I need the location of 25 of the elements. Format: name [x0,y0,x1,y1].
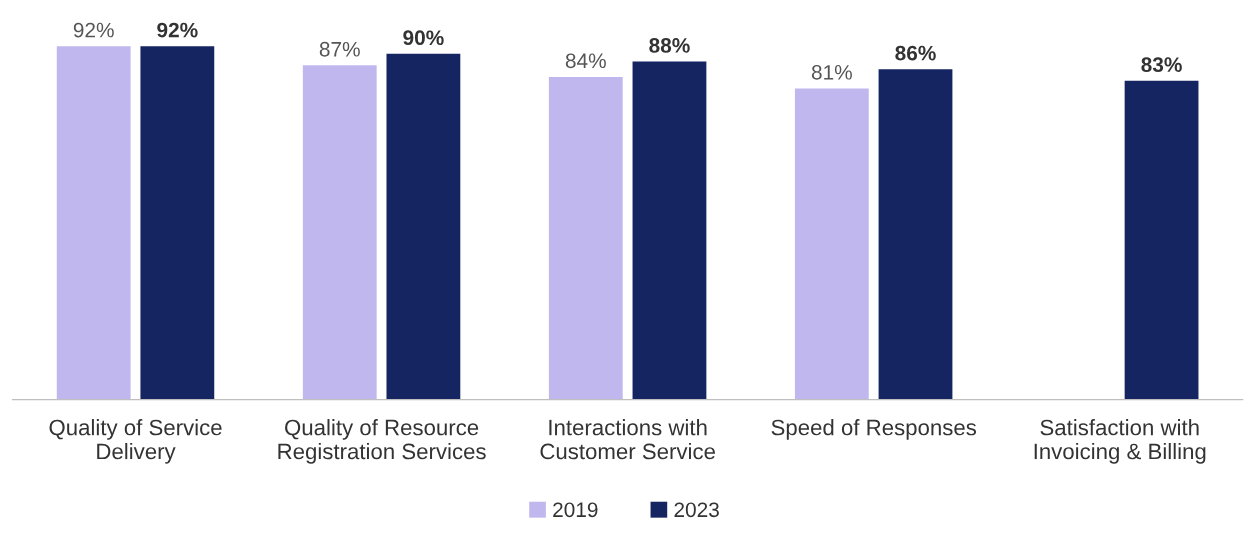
bar [632,61,707,400]
x-tick-label: Quality of Service Delivery [49,419,222,464]
x-tick-label: Satisfaction with Invoicing & Billing [1034,419,1206,464]
data-label: 90% [403,30,444,46]
data-label: 84% [565,53,606,69]
data-label: 92% [73,22,114,38]
bar [386,53,461,400]
data-label: 83% [1141,57,1182,73]
bar [1124,80,1199,400]
legend-label: 2023 [674,502,719,518]
bar [56,46,131,400]
x-tick-label: Speed of Responses [771,419,977,440]
x-tick-label: Quality of Resource Registration Services [278,419,486,464]
data-label: 88% [649,38,690,53]
bar [140,46,215,400]
data-label: 92% [157,22,198,38]
bar [548,76,623,400]
data-label: 81% [811,64,852,80]
legend-label: 2019 [553,502,598,518]
bar [878,69,953,400]
x-tick-label: Interactions with Customer Service [540,419,715,460]
bar [302,65,377,400]
data-label: 87% [319,41,360,57]
bar [794,88,869,400]
data-label: 86% [895,45,936,61]
